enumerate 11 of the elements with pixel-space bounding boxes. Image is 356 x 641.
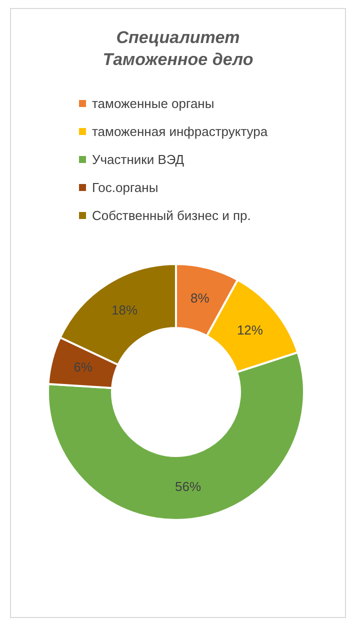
legend-label: Участники ВЭД bbox=[92, 152, 184, 166]
chart-title: Специалитет Таможенное дело bbox=[102, 27, 254, 71]
legend-label: таможенная инфраструктура bbox=[92, 124, 268, 138]
legend-label: таможенные органы bbox=[92, 96, 214, 110]
data-label: 56% bbox=[175, 478, 202, 494]
legend-label: Собственный бизнес и пр. bbox=[92, 208, 251, 222]
legend-label: Гос.органы bbox=[92, 180, 158, 194]
data-label: 18% bbox=[112, 302, 138, 318]
data-label: 8% bbox=[190, 290, 210, 306]
data-label: 12% bbox=[236, 322, 264, 338]
data-label: 6% bbox=[74, 360, 93, 375]
